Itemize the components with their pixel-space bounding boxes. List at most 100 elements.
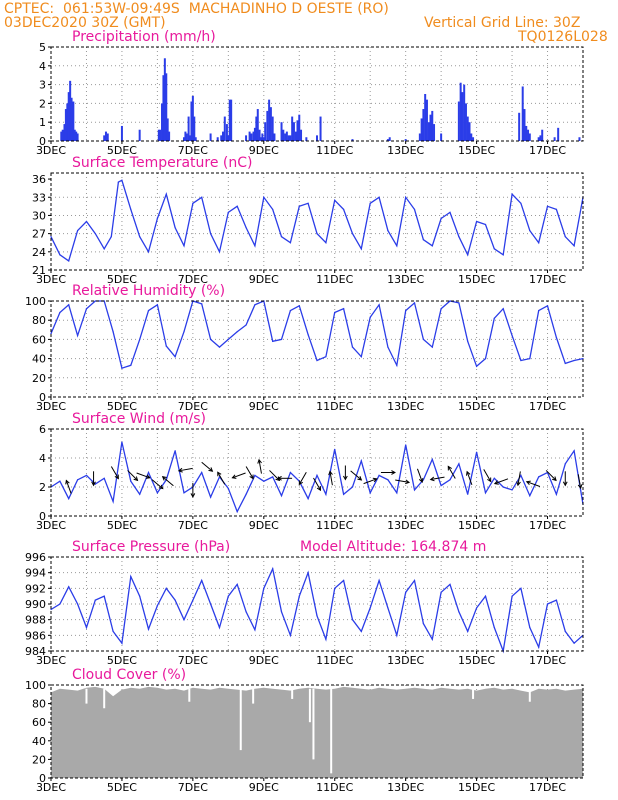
wind-arrow [516, 471, 521, 487]
precip-bar [440, 133, 443, 141]
data-point [316, 474, 318, 476]
data-point [343, 579, 345, 582]
data-point [183, 331, 185, 333]
data-point [538, 646, 540, 648]
precip-bar [159, 129, 162, 141]
x-tick-label: 17DEC [529, 273, 566, 286]
panel-1: 0 1 2 3 4 5 3DEC 5DEC 7DEC 9DEC 11DEC 13DEC 15DEC 17D… [36, 29, 584, 157]
precip-bar [76, 133, 79, 141]
data-point [147, 310, 150, 312]
data-point [121, 367, 123, 369]
data-point [272, 568, 274, 570]
data-point [325, 356, 327, 358]
data-point [68, 498, 70, 500]
data-point [369, 316, 371, 318]
data-point [422, 239, 424, 241]
wind-arrow-shaft [151, 479, 164, 489]
cloud-dip [103, 688, 106, 709]
precip-bar [230, 99, 233, 141]
data-point [139, 493, 141, 495]
wind-arrow-head [487, 477, 492, 483]
precip-bar [190, 101, 193, 141]
x-tick-label: 11DEC [316, 781, 353, 794]
data-point [343, 493, 345, 495]
y-tick-label: 994 [25, 567, 46, 580]
data-point [165, 587, 167, 589]
panel-title: Cloud Cover (%) [72, 667, 186, 683]
data-point [555, 336, 558, 339]
data-point [210, 496, 212, 498]
data-point [573, 245, 575, 247]
cloud-dip [252, 688, 255, 704]
data-point [130, 208, 132, 210]
data-point [245, 226, 247, 229]
precip-bar [220, 135, 223, 141]
data-point [360, 460, 362, 462]
data-point [325, 638, 327, 640]
precip-bar [388, 137, 391, 141]
y-tick-label: 4 [39, 452, 46, 465]
data-point [210, 338, 212, 340]
data-point [520, 474, 522, 476]
wind-arrow-head [190, 493, 196, 498]
data-point [546, 205, 549, 207]
precip-bar [189, 135, 192, 141]
data-point [103, 477, 105, 479]
data-point [77, 334, 79, 337]
panel-3: 0 20 40 60 80 100 3DEC 5DEC 7DEC 9DEC 11DEC 13DEC 15… [25, 283, 584, 413]
precip-bar [253, 127, 256, 141]
x-tick-label: 9DEC [249, 400, 279, 413]
data-point [413, 208, 416, 210]
wind-arrow-head [298, 480, 303, 486]
precip-bar [166, 118, 169, 141]
wind-arrow [545, 470, 557, 482]
data-point [538, 476, 540, 478]
y-tick-label: 24 [32, 246, 46, 259]
wind-arrow-head [257, 458, 262, 464]
data-point [325, 242, 327, 244]
precip-bar [578, 137, 581, 141]
wind-arrow-head [429, 476, 435, 482]
data-point [387, 479, 389, 481]
data-point [413, 579, 416, 582]
cloud-area [51, 686, 583, 778]
precip-bar [424, 94, 427, 141]
wind-arrow-shaft [517, 471, 521, 486]
data-point [298, 595, 300, 597]
x-tick-label: 5DEC [107, 781, 137, 794]
wind-arrow-head [65, 479, 70, 485]
precip-bar [282, 129, 285, 141]
wind-arrow-shaft [545, 470, 557, 481]
wind-arrow-head [493, 480, 499, 485]
data-point [511, 489, 513, 491]
wind-arrow [313, 477, 322, 492]
data-point [511, 595, 513, 597]
precip-bar [553, 137, 556, 141]
wind-arrow [257, 458, 262, 474]
panel-frame [50, 172, 584, 271]
precip-bar [459, 82, 462, 141]
x-tick-label: 17DEC [529, 519, 566, 532]
wind-arrow-head [391, 470, 396, 475]
x-tick-label: 5DEC [107, 144, 137, 157]
x-tick-label: 17DEC [529, 781, 566, 794]
wind-arrow [298, 471, 307, 486]
wind-arrow [577, 474, 583, 490]
x-tick-label: 3DEC [36, 400, 66, 413]
data-point [351, 619, 354, 621]
y-tick-label: 20 [32, 753, 46, 766]
x-tick-label: 7DEC [178, 781, 208, 794]
wind-arrow [269, 470, 281, 482]
data-point [546, 603, 549, 605]
y-tick-label: 60 [32, 333, 46, 346]
wind-arrow [245, 466, 254, 480]
precip-bar [463, 84, 466, 141]
data-point [387, 607, 389, 609]
precip-bar [61, 129, 64, 141]
wind-arrow-shaft [127, 470, 138, 481]
x-tick-label: 3DEC [36, 781, 66, 794]
y-tick-label: 996 [25, 551, 46, 564]
precip-bar [165, 73, 168, 141]
data-point [413, 489, 416, 491]
wind-arrow-shaft [395, 479, 410, 483]
